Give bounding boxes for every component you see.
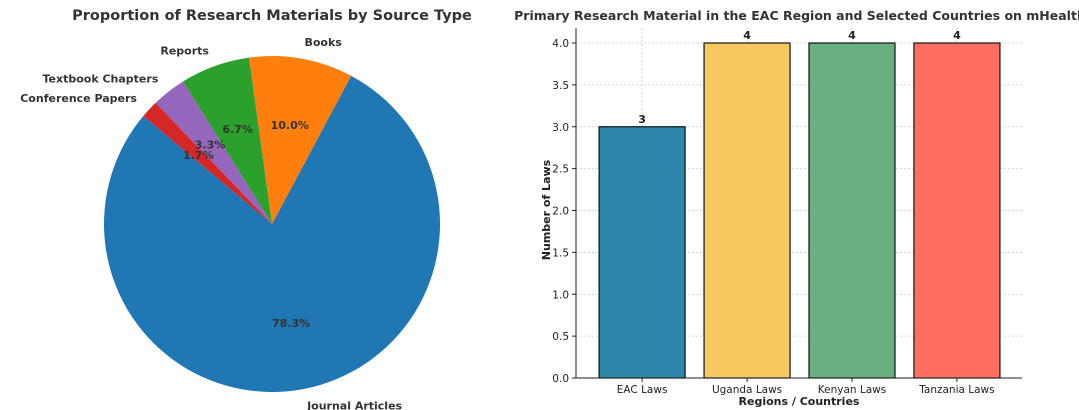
y-tick-label: 1.0 (552, 289, 569, 301)
bar-value-eac-laws: 3 (638, 113, 646, 126)
y-tick-label: 2.0 (552, 206, 569, 218)
bar-chart: Primary Research Material in the EAC Reg… (514, 8, 1079, 408)
pie-labels: Journal Articles 78.3% Books 10.0% Reports 6.… (20, 36, 402, 410)
pie-slices (104, 55, 441, 393)
pie-pct-reports: 6.7% (222, 123, 253, 136)
y-tick-label: 4.0 (552, 38, 569, 50)
pie-label-conference-papers: Conference Papers (20, 92, 137, 105)
y-tick-label: 3.0 (552, 122, 569, 134)
pie-label-journal-articles: Journal Articles (306, 399, 402, 410)
bar-kenyan-laws (808, 42, 896, 379)
bar-axes: 0.0 0.5 1.0 1.5 2.0 2.5 3.0 3.5 4.0 EAC Laws Ugand… (552, 28, 1022, 396)
x-tick-label-kenyan-laws: Kenyan Laws (818, 384, 886, 396)
pie-slice-conference-papers (143, 102, 272, 224)
pie-label-books: Books (304, 36, 342, 49)
bar-eac-laws (598, 126, 686, 379)
bar-bars: 3 4 4 4 (598, 29, 1001, 379)
bar-value-tanzania-laws: 4 (953, 29, 961, 42)
pie-slice-journal-articles (104, 75, 441, 393)
y-tick-label: 1.5 (552, 247, 569, 259)
y-axis-label: Number of Laws (540, 159, 553, 260)
pie-chart-title: Proportion of Research Materials by Sour… (72, 8, 472, 24)
pie-pct-textbook-chapters: 3.3% (195, 139, 226, 152)
pie-pct-journal-articles: 78.3% (272, 317, 310, 330)
y-tick-label: 2.5 (552, 164, 569, 176)
pie-slice-books (248, 55, 352, 224)
bar-value-uganda-laws: 4 (743, 29, 751, 42)
x-tick-label-uganda-laws: Uganda Laws (712, 384, 782, 396)
y-tick-label: 0.5 (552, 331, 569, 343)
bar-uganda-laws (703, 42, 791, 379)
pie-slice-reports (182, 57, 272, 224)
y-tick-label: 3.5 (552, 80, 569, 92)
x-tick-label-eac-laws: EAC Laws (617, 384, 668, 396)
x-axis-label: Regions / Countries (739, 395, 860, 408)
x-tick-label-tanzania-laws: Tanzania Laws (918, 384, 994, 396)
bar-value-kenyan-laws: 4 (848, 29, 856, 42)
pie-label-reports: Reports (160, 44, 209, 57)
pie-label-textbook-chapters: Textbook Chapters (42, 72, 158, 85)
pie-pct-conference-papers: 1.7% (183, 149, 214, 162)
bar-chart-title: Primary Research Material in the EAC Reg… (514, 8, 1079, 23)
pie-slice-textbook-chapters (155, 81, 272, 224)
pie-chart: Proportion of Research Materials by Sour… (20, 8, 472, 410)
bar-tanzania-laws (913, 42, 1001, 379)
pie-pct-books: 10.0% (271, 119, 309, 132)
y-tick-label: 0.0 (552, 373, 569, 385)
